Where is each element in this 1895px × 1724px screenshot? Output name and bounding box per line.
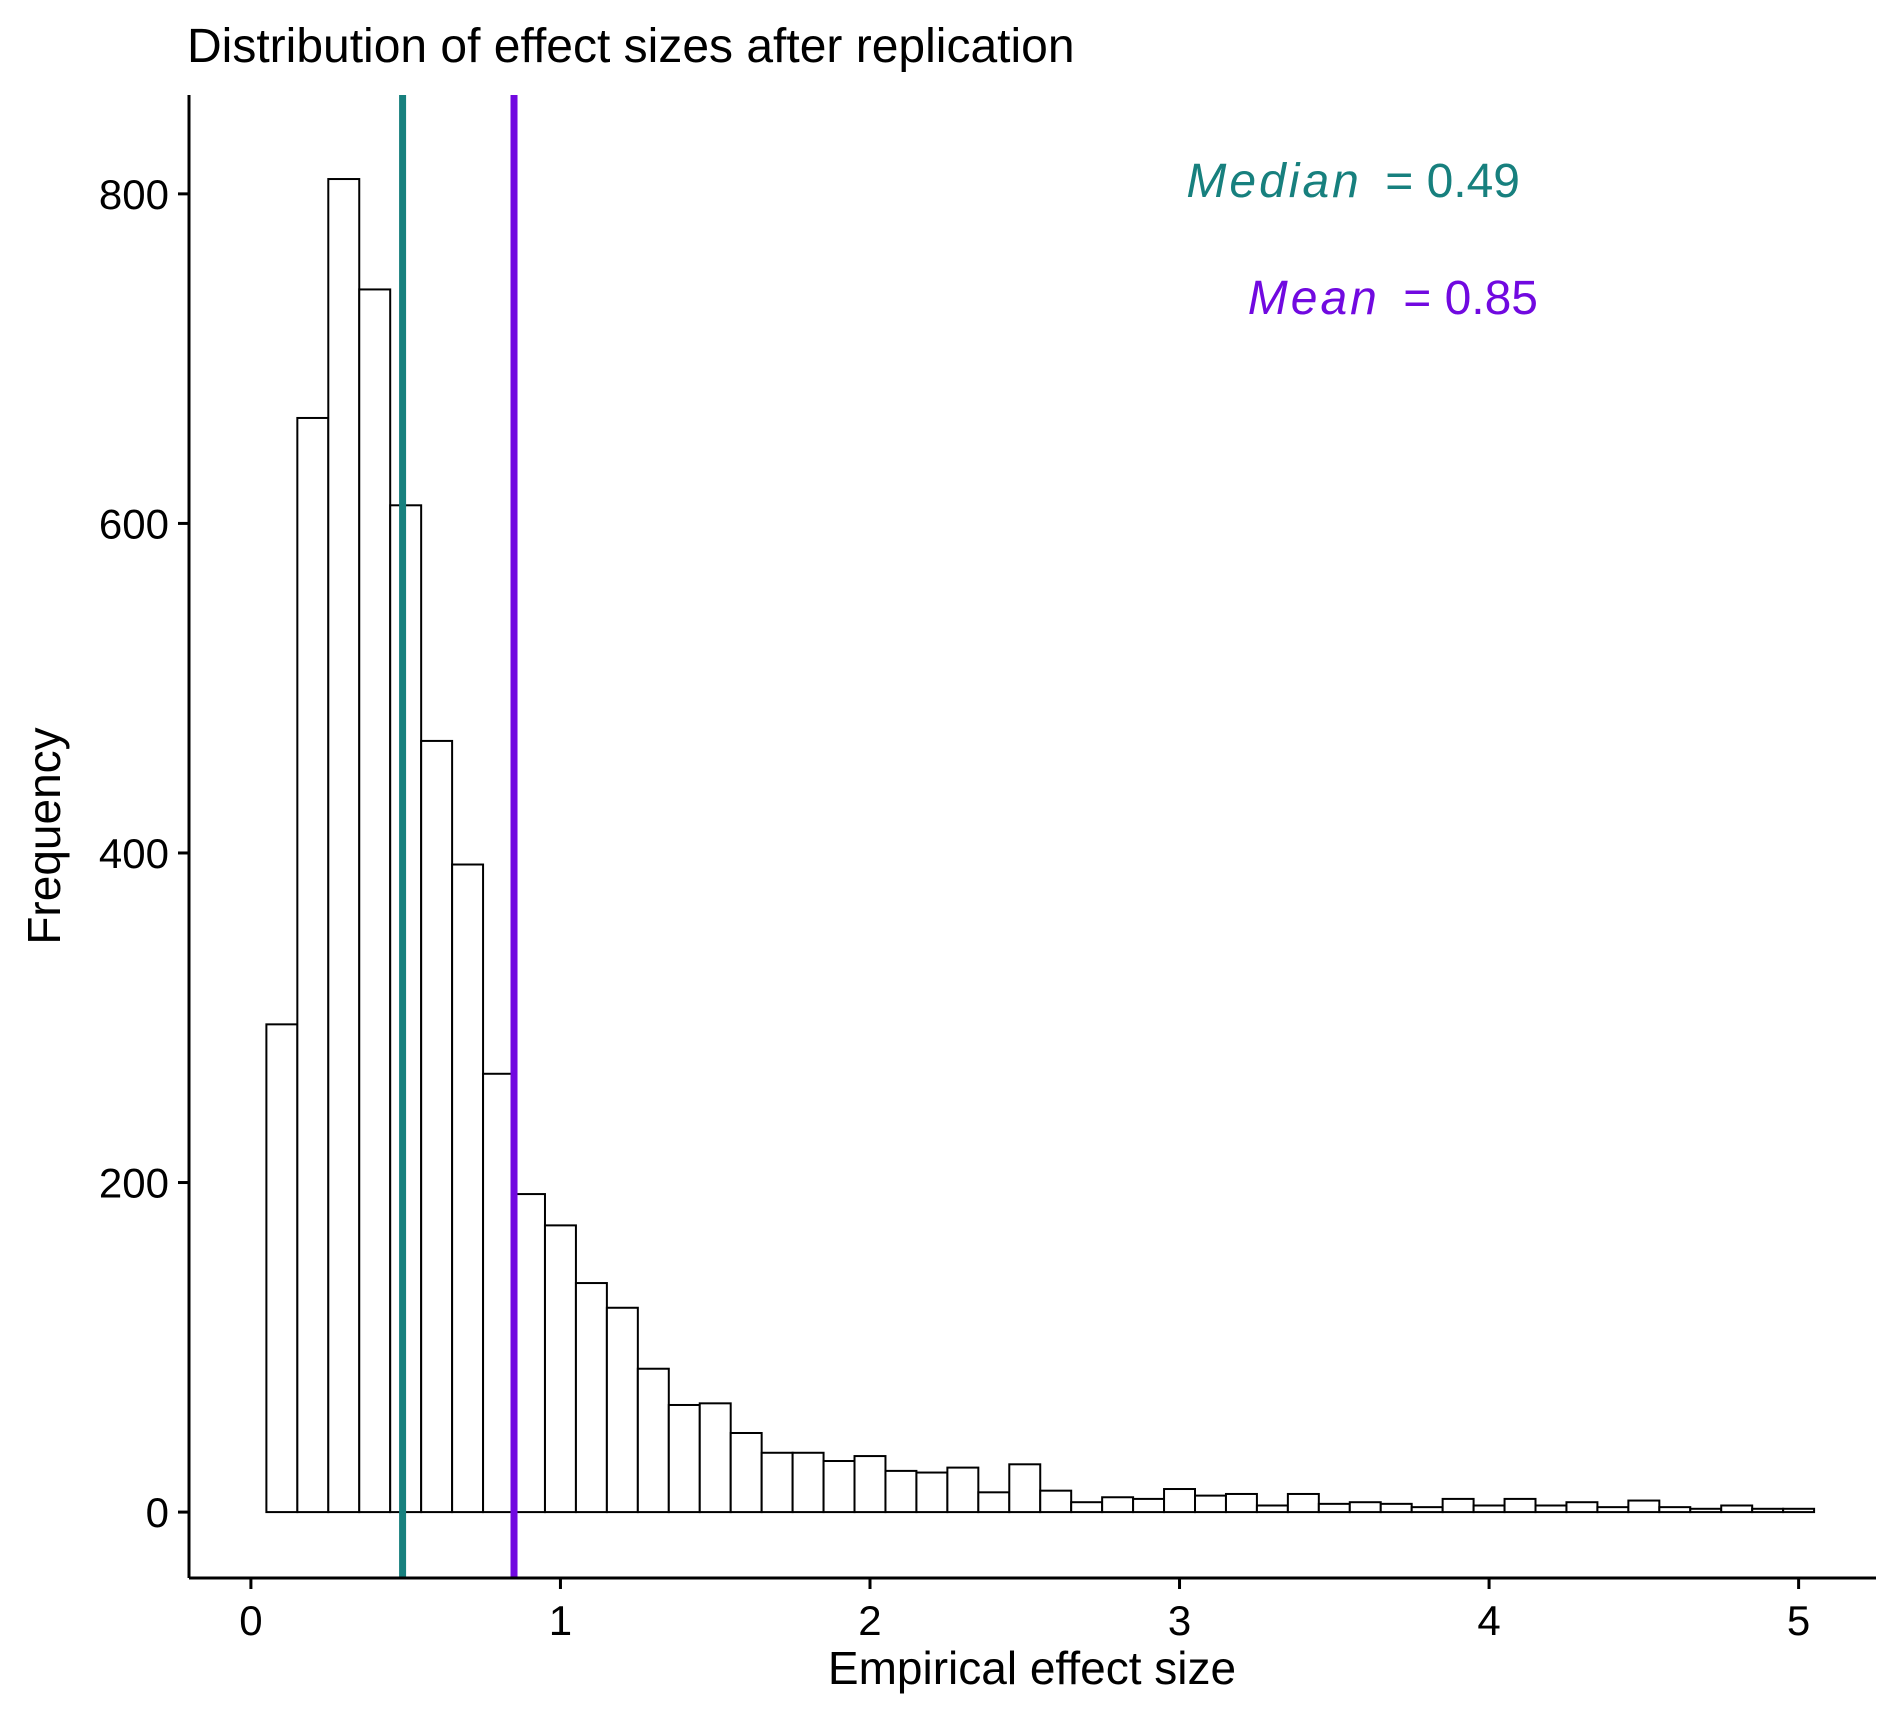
x-tick-label: 1 bbox=[549, 1597, 572, 1644]
histogram-bar bbox=[760, 1451, 794, 1514]
histogram-bar bbox=[698, 1402, 732, 1514]
histogram-bar bbox=[1596, 1506, 1630, 1514]
y-tick-label: 0 bbox=[146, 1489, 169, 1536]
y-tick-label: 800 bbox=[99, 171, 169, 218]
histogram-bar bbox=[1379, 1502, 1413, 1514]
y-axis-title: Frequency bbox=[18, 727, 70, 944]
y-tick-label: 200 bbox=[99, 1160, 169, 1207]
histogram-bar bbox=[513, 1193, 546, 1514]
histogram-bar bbox=[420, 739, 454, 1514]
histogram-bar bbox=[1224, 1492, 1258, 1514]
y-axis-ticks: 0 200 400 600 800 bbox=[99, 171, 189, 1536]
histogram-bar bbox=[1565, 1501, 1599, 1514]
histogram-bar bbox=[358, 288, 392, 1514]
x-tick-label: 2 bbox=[858, 1597, 881, 1644]
histogram-bar bbox=[1689, 1507, 1723, 1514]
histogram-bar bbox=[1039, 1489, 1073, 1514]
histogram-bar bbox=[574, 1282, 608, 1514]
histogram-bar bbox=[451, 863, 485, 1514]
mean-label-name: Mean bbox=[1248, 272, 1380, 325]
histogram-bar bbox=[1441, 1497, 1475, 1514]
histogram-bar bbox=[1782, 1507, 1816, 1514]
histogram-bar bbox=[729, 1431, 763, 1514]
median-label-value: = 0.49 bbox=[1385, 155, 1520, 208]
histogram-bar bbox=[1286, 1492, 1320, 1514]
mean-label-value: = 0.85 bbox=[1403, 272, 1538, 325]
histogram-bar bbox=[1317, 1502, 1351, 1514]
histogram-bar bbox=[1194, 1494, 1227, 1514]
histogram-bar bbox=[1627, 1499, 1661, 1514]
histogram-bar bbox=[296, 416, 330, 1514]
y-tick-label: 600 bbox=[99, 500, 169, 547]
histogram-bar bbox=[605, 1306, 639, 1514]
histogram-bar bbox=[884, 1469, 918, 1514]
histogram-bar bbox=[543, 1224, 577, 1514]
histogram-bar bbox=[265, 1023, 299, 1514]
histogram-bar bbox=[1503, 1497, 1537, 1514]
histogram-bar bbox=[1410, 1506, 1444, 1514]
x-axis-ticks: 0 1 2 3 4 5 bbox=[239, 1578, 1810, 1644]
histogram-bar bbox=[946, 1466, 980, 1514]
histogram-bar bbox=[1008, 1463, 1042, 1514]
histogram-bar bbox=[327, 178, 361, 1514]
histogram-bar bbox=[791, 1451, 825, 1514]
x-tick-label: 3 bbox=[1168, 1597, 1191, 1644]
reference-lines bbox=[399, 95, 518, 1578]
histogram-bar bbox=[1751, 1507, 1785, 1514]
histogram-bar bbox=[1132, 1497, 1166, 1514]
histogram-bar bbox=[667, 1403, 701, 1514]
histogram-bar bbox=[1658, 1506, 1692, 1514]
histogram-bar bbox=[977, 1491, 1011, 1514]
median-label-name: Median bbox=[1186, 155, 1361, 208]
histogram-bar bbox=[853, 1455, 887, 1514]
histogram-bar bbox=[1534, 1504, 1568, 1514]
histogram-bar bbox=[1472, 1504, 1506, 1514]
histogram-bar bbox=[1070, 1501, 1104, 1514]
x-tick-label: 5 bbox=[1787, 1597, 1810, 1644]
histogram-bar bbox=[822, 1460, 856, 1514]
chart-title: Distribution of effect sizes after repli… bbox=[187, 20, 1075, 73]
histogram-bar bbox=[1720, 1504, 1754, 1514]
x-tick-label: 0 bbox=[239, 1597, 262, 1644]
mean-annotation: Mean = 0.85 bbox=[1248, 272, 1538, 325]
histogram-bar bbox=[482, 1072, 516, 1514]
histogram-bars bbox=[265, 178, 1816, 1514]
y-tick-label: 400 bbox=[99, 830, 169, 877]
histogram-bar bbox=[1348, 1501, 1382, 1514]
histogram-bar bbox=[915, 1471, 949, 1514]
median-annotation: Median = 0.49 bbox=[1186, 155, 1520, 208]
histogram-bar bbox=[1255, 1504, 1289, 1514]
histogram-bar bbox=[1101, 1496, 1135, 1514]
x-axis-title: Empirical effect size bbox=[828, 1642, 1236, 1694]
histogram-bar bbox=[1163, 1488, 1197, 1514]
histogram-bar bbox=[636, 1367, 670, 1514]
x-tick-label: 4 bbox=[1477, 1597, 1500, 1644]
